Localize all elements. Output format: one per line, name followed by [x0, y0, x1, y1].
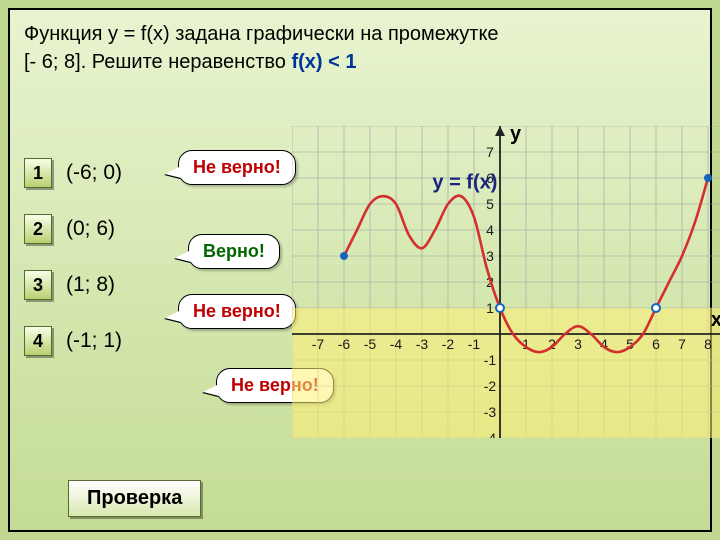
svg-text:4: 4 — [486, 222, 494, 238]
svg-text:-3: -3 — [416, 336, 429, 352]
graph-svg: -7-6-5-4-3-2-112345678-4-3-2-11234567yxy… — [292, 126, 720, 438]
svg-text:-6: -6 — [338, 336, 351, 352]
inequality: f(x) < 1 — [291, 51, 356, 73]
answer-row: 1 (-6; 0) — [24, 158, 122, 188]
graph: -7-6-5-4-3-2-112345678-4-3-2-11234567yxy… — [292, 126, 720, 438]
svg-text:-7: -7 — [312, 336, 325, 352]
answer-text-2: (0; 6) — [66, 217, 115, 241]
svg-text:-4: -4 — [484, 430, 497, 438]
check-button[interactable]: Проверка — [68, 480, 201, 517]
answer-button-1[interactable]: 1 — [24, 158, 52, 188]
svg-text:-1: -1 — [468, 336, 481, 352]
svg-text:-1: -1 — [484, 352, 497, 368]
answer-button-4[interactable]: 4 — [24, 326, 52, 356]
svg-text:7: 7 — [486, 144, 494, 160]
svg-text:y = f(x): y = f(x) — [432, 171, 497, 193]
svg-text:-3: -3 — [484, 404, 497, 420]
svg-text:1: 1 — [486, 300, 494, 316]
slide-frame: Функция y = f(x) задана графически на пр… — [8, 8, 712, 532]
svg-text:8: 8 — [704, 336, 712, 352]
svg-text:-4: -4 — [390, 336, 403, 352]
svg-text:6: 6 — [652, 336, 660, 352]
answer-text-1: (-6; 0) — [66, 161, 122, 185]
answer-button-3[interactable]: 3 — [24, 270, 52, 300]
feedback-text: Верно! — [203, 241, 265, 261]
prompt-line1: Функция y = f(x) задана графически на пр… — [24, 23, 499, 45]
svg-text:-2: -2 — [484, 378, 497, 394]
feedback-bubble-1: Не верно! — [178, 150, 296, 185]
feedback-bubble-3: Не верно! — [178, 294, 296, 329]
answer-text-3: (1; 8) — [66, 273, 115, 297]
svg-text:5: 5 — [486, 196, 494, 212]
answer-button-2[interactable]: 2 — [24, 214, 52, 244]
answer-row: 3 (1; 8) — [24, 270, 122, 300]
svg-text:-2: -2 — [442, 336, 455, 352]
task-prompt: Функция y = f(x) задана графически на пр… — [24, 20, 700, 76]
svg-text:3: 3 — [574, 336, 582, 352]
svg-text:7: 7 — [678, 336, 686, 352]
svg-text:x: x — [711, 309, 720, 331]
answers-block: 1 (-6; 0) 2 (0; 6) 3 (1; 8) 4 (-1; 1) — [24, 158, 122, 382]
svg-text:y: y — [510, 126, 522, 145]
answer-row: 2 (0; 6) — [24, 214, 122, 244]
feedback-text: Не верно! — [193, 157, 281, 177]
prompt-line2: [- 6; 8]. Решите неравенство — [24, 51, 291, 73]
answer-row: 4 (-1; 1) — [24, 326, 122, 356]
answer-text-4: (-1; 1) — [66, 329, 122, 353]
feedback-text: Не верно! — [193, 301, 281, 321]
svg-text:3: 3 — [486, 248, 494, 264]
svg-text:-5: -5 — [364, 336, 377, 352]
feedback-bubble-2: Верно! — [188, 234, 280, 269]
